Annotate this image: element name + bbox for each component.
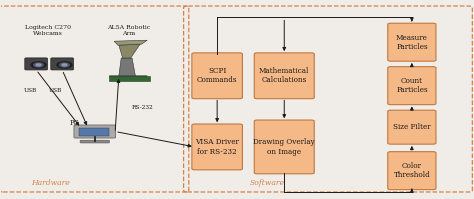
Circle shape (31, 62, 46, 68)
FancyBboxPatch shape (254, 120, 314, 174)
FancyBboxPatch shape (192, 53, 242, 99)
Text: Color
Threshold: Color Threshold (393, 162, 430, 179)
Text: AL5A Robotic
Arm: AL5A Robotic Arm (107, 25, 150, 36)
Text: Hardware: Hardware (31, 179, 70, 187)
FancyBboxPatch shape (80, 140, 109, 143)
Text: RS-232: RS-232 (132, 105, 154, 110)
Polygon shape (114, 40, 147, 45)
Polygon shape (109, 76, 147, 81)
Text: USB: USB (23, 88, 36, 93)
Text: Software: Software (250, 179, 285, 187)
Text: USB: USB (48, 88, 62, 93)
Circle shape (34, 63, 43, 67)
Text: Drawing Overlay
on Image: Drawing Overlay on Image (254, 138, 315, 156)
Text: VISA Driver
for RS-232: VISA Driver for RS-232 (195, 138, 239, 156)
FancyBboxPatch shape (388, 110, 436, 144)
Text: Count
Particles: Count Particles (396, 77, 428, 94)
FancyBboxPatch shape (388, 67, 436, 105)
Text: PC: PC (69, 119, 79, 127)
Polygon shape (119, 44, 140, 58)
FancyBboxPatch shape (192, 124, 242, 170)
Text: Mathematical
Calculations: Mathematical Calculations (259, 67, 310, 84)
Circle shape (60, 63, 69, 67)
Text: Logitech C270
Webcams: Logitech C270 Webcams (25, 25, 71, 36)
Text: SCPI
Commands: SCPI Commands (197, 67, 237, 84)
Circle shape (62, 64, 67, 66)
FancyBboxPatch shape (51, 58, 73, 70)
Circle shape (36, 64, 41, 66)
Circle shape (57, 62, 72, 68)
FancyBboxPatch shape (388, 152, 436, 190)
FancyBboxPatch shape (388, 23, 436, 61)
FancyBboxPatch shape (25, 58, 47, 70)
FancyBboxPatch shape (109, 76, 150, 81)
FancyBboxPatch shape (79, 128, 109, 136)
FancyBboxPatch shape (74, 125, 116, 138)
FancyBboxPatch shape (254, 53, 314, 99)
Text: Measure
Particles: Measure Particles (396, 34, 428, 51)
Polygon shape (119, 58, 136, 76)
Text: Size Filter: Size Filter (393, 123, 431, 131)
